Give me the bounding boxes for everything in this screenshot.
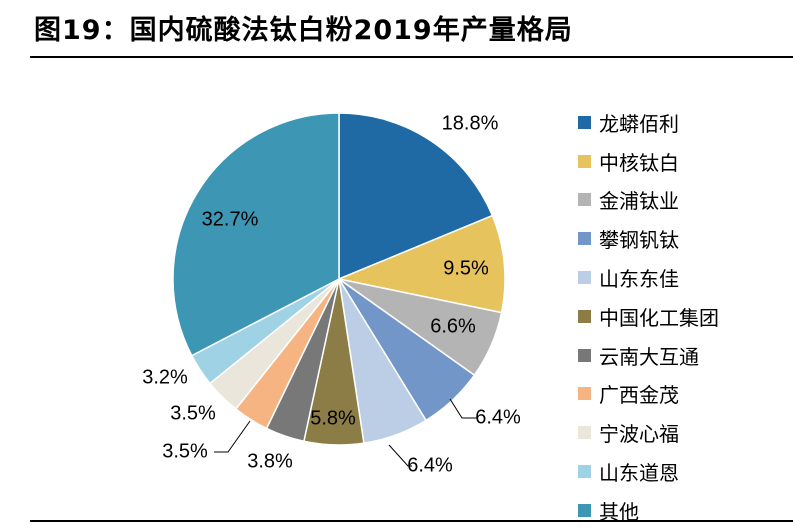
legend-label: 龙蟒佰利 (599, 111, 679, 136)
data-label-10: 3.2% (142, 366, 188, 388)
legend-swatch (578, 503, 591, 517)
data-label-11: 32.7% (202, 208, 259, 230)
chart-title: 图19：国内硫酸法钛白粉2019年产量格局 (34, 15, 573, 46)
legend-swatch (578, 426, 591, 440)
data-label-8: 3.5% (162, 440, 208, 462)
legend-item-9: 宁波心福 (578, 413, 719, 452)
legend-swatch (578, 271, 591, 285)
legend-swatch (578, 193, 591, 207)
data-label-3: 6.6% (430, 315, 476, 337)
pie-slices (172, 112, 506, 446)
legend-item-1: 龙蟒佰利 (578, 103, 719, 142)
legend-label: 其他 (599, 499, 639, 524)
data-labels: 18.8% 9.5% 6.6% 6.4% 6.4% 5.8% 3.8% 3.5% 3.5% 3.2… (142, 112, 521, 476)
legend-item-4: 攀钢钒钛 (578, 219, 719, 258)
leader-line-4 (449, 398, 477, 419)
data-label-9: 3.5% (170, 402, 216, 424)
legend-item-10: 山东道恩 (578, 452, 719, 491)
leader-line-5 (388, 444, 412, 467)
bottom-divider (30, 520, 793, 522)
legend-item-3: 金浦钛业 (578, 181, 719, 220)
pie-slice-1 (338, 112, 494, 281)
pie-slice-2 (336, 214, 506, 314)
legend-swatch (578, 115, 591, 129)
data-label-5: 6.4% (407, 454, 453, 476)
legend-label: 山东道恩 (599, 461, 679, 486)
pie-slice-11 (172, 112, 340, 357)
legend-swatch (578, 348, 591, 362)
data-label-7: 3.8% (247, 450, 293, 472)
data-label-4: 6.4% (475, 406, 521, 428)
legend-item-5: 山东东佳 (578, 258, 719, 297)
legend-label: 广西金茂 (599, 383, 679, 408)
data-label-2: 9.5% (443, 257, 489, 279)
legend-label: 金浦钛业 (599, 189, 679, 214)
legend-label: 中国化工集团 (599, 305, 719, 330)
legend-item-6: 中国化工集团 (578, 297, 719, 336)
data-label-6: 5.8% (310, 407, 356, 429)
leader-line-8 (214, 420, 251, 453)
legend-item-11: 其他 (578, 491, 719, 530)
legend-label: 宁波心福 (599, 422, 679, 447)
legend-item-8: 广西金茂 (578, 375, 719, 414)
legend-swatch (578, 154, 591, 168)
chart-legend: 龙蟒佰利中核钛白金浦钛业攀钢钒钛山东东佳中国化工集团 云南大互通广西金茂宁波心福山… (578, 103, 719, 530)
legend-item-7: 云南大互通 (578, 336, 719, 375)
data-label-1: 18.8% (442, 112, 499, 134)
legend-swatch (578, 387, 591, 401)
legend-swatch (578, 465, 591, 479)
legend-label: 中核钛白 (599, 150, 679, 175)
legend-swatch (578, 232, 591, 246)
title-divider (30, 56, 793, 58)
legend-label: 云南大互通 (599, 344, 699, 369)
leader-lines (214, 398, 477, 467)
legend-swatch (578, 309, 591, 323)
legend-label: 山东东佳 (599, 267, 679, 292)
legend-item-2: 中核钛白 (578, 142, 719, 181)
legend-label: 攀钢钒钛 (599, 228, 679, 253)
